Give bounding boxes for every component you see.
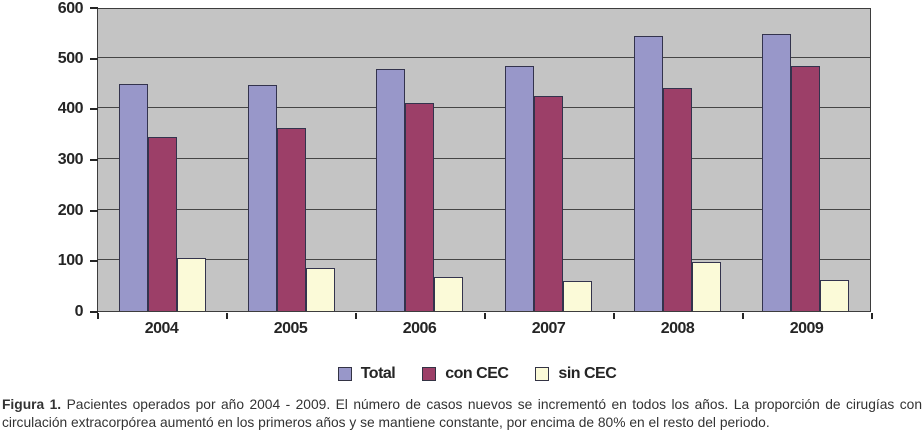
y-axis-label-600: 600 — [57, 0, 84, 17]
bar-total-2005 — [247, 85, 277, 311]
gridline-300 — [98, 158, 870, 159]
legend-item-total: Total — [337, 365, 396, 383]
bar-group-2007 — [484, 9, 613, 311]
bar-group-2009 — [741, 9, 870, 311]
gridline-400 — [98, 107, 870, 108]
x-axis-labels: 2004 2005 2006 2007 2008 2009 — [97, 320, 871, 338]
y-axis-tick-200 — [90, 210, 98, 212]
y-axis-tick-0 — [90, 311, 98, 313]
bar-sin-cec-2007 — [562, 281, 592, 311]
bar-sin-cec-2008 — [691, 262, 721, 311]
chart-legend: Total con CEC sin CEC — [30, 363, 924, 385]
bar-group-2004 — [98, 9, 227, 311]
bar-con-cec-2009 — [791, 66, 821, 311]
bar-sin-cec-2006 — [434, 277, 464, 311]
bar-group-2008 — [613, 9, 742, 311]
y-axis-label-300: 300 — [57, 151, 84, 168]
x-axis-tick-5 — [742, 313, 744, 319]
bar-total-2004 — [118, 84, 148, 311]
legend-label-con-cec: con CEC — [445, 365, 509, 382]
y-axis-tick-500 — [90, 58, 98, 60]
bar-total-2006 — [376, 69, 406, 311]
y-axis-label-0: 0 — [74, 303, 84, 320]
bar-con-cec-2007 — [533, 96, 563, 311]
bar-sin-cec-2009 — [820, 280, 850, 311]
bar-group-2006 — [355, 9, 484, 311]
y-axis-label-100: 100 — [57, 252, 84, 269]
x-axis-label-2004: 2004 — [144, 320, 179, 337]
bar-total-2007 — [504, 66, 534, 311]
x-axis-tick-1 — [226, 313, 228, 319]
y-axis-tick-100 — [90, 260, 98, 262]
bar-total-2008 — [633, 36, 663, 311]
bar-con-cec-2004 — [147, 137, 177, 311]
x-axis-label-2005: 2005 — [273, 320, 308, 337]
bar-con-cec-2006 — [405, 103, 435, 311]
bar-groups — [98, 9, 870, 311]
x-axis-tick-3 — [484, 313, 486, 319]
figure-caption-label: Figura 1. — [2, 397, 62, 412]
y-axis-label-500: 500 — [57, 50, 84, 67]
bar-sin-cec-2004 — [176, 258, 206, 311]
figure-caption-text: Pacientes operados por año 2004 - 2009. … — [2, 397, 922, 430]
bar-group-2005 — [227, 9, 356, 311]
legend-swatch-total — [337, 367, 352, 381]
x-axis-tick-6 — [871, 313, 873, 319]
legend-label-sin-cec: sin CEC — [558, 365, 617, 382]
gridline-200 — [98, 209, 870, 210]
gridline-100 — [98, 259, 870, 260]
y-axis-tick-600 — [90, 7, 98, 9]
x-axis-tick-0 — [97, 313, 99, 319]
legend-label-total: Total — [360, 365, 396, 382]
x-axis-tick-4 — [613, 313, 615, 319]
legend-item-con-cec: con CEC — [422, 365, 509, 383]
legend-swatch-con-cec — [422, 367, 437, 381]
bar-sin-cec-2005 — [305, 268, 335, 311]
legend-swatch-sin-cec — [535, 367, 550, 381]
plot-area — [97, 8, 871, 312]
x-axis-tick-2 — [355, 313, 357, 319]
legend-item-sin-cec: sin CEC — [535, 365, 617, 383]
figure-caption: Figura 1. Pacientes operados por año 200… — [2, 396, 922, 432]
y-axis-label-200: 200 — [57, 202, 84, 219]
x-axis-label-2007: 2007 — [531, 320, 566, 337]
bar-con-cec-2005 — [276, 128, 306, 311]
x-axis-label-2008: 2008 — [660, 320, 695, 337]
bar-total-2009 — [762, 34, 792, 311]
gridline-500 — [98, 57, 870, 58]
x-axis-label-2006: 2006 — [402, 320, 437, 337]
y-axis-tick-400 — [90, 108, 98, 110]
x-axis-label-2009: 2009 — [789, 320, 824, 337]
y-axis-tick-300 — [90, 159, 98, 161]
y-axis-label-400: 400 — [57, 100, 84, 117]
bar-con-cec-2008 — [662, 88, 692, 311]
